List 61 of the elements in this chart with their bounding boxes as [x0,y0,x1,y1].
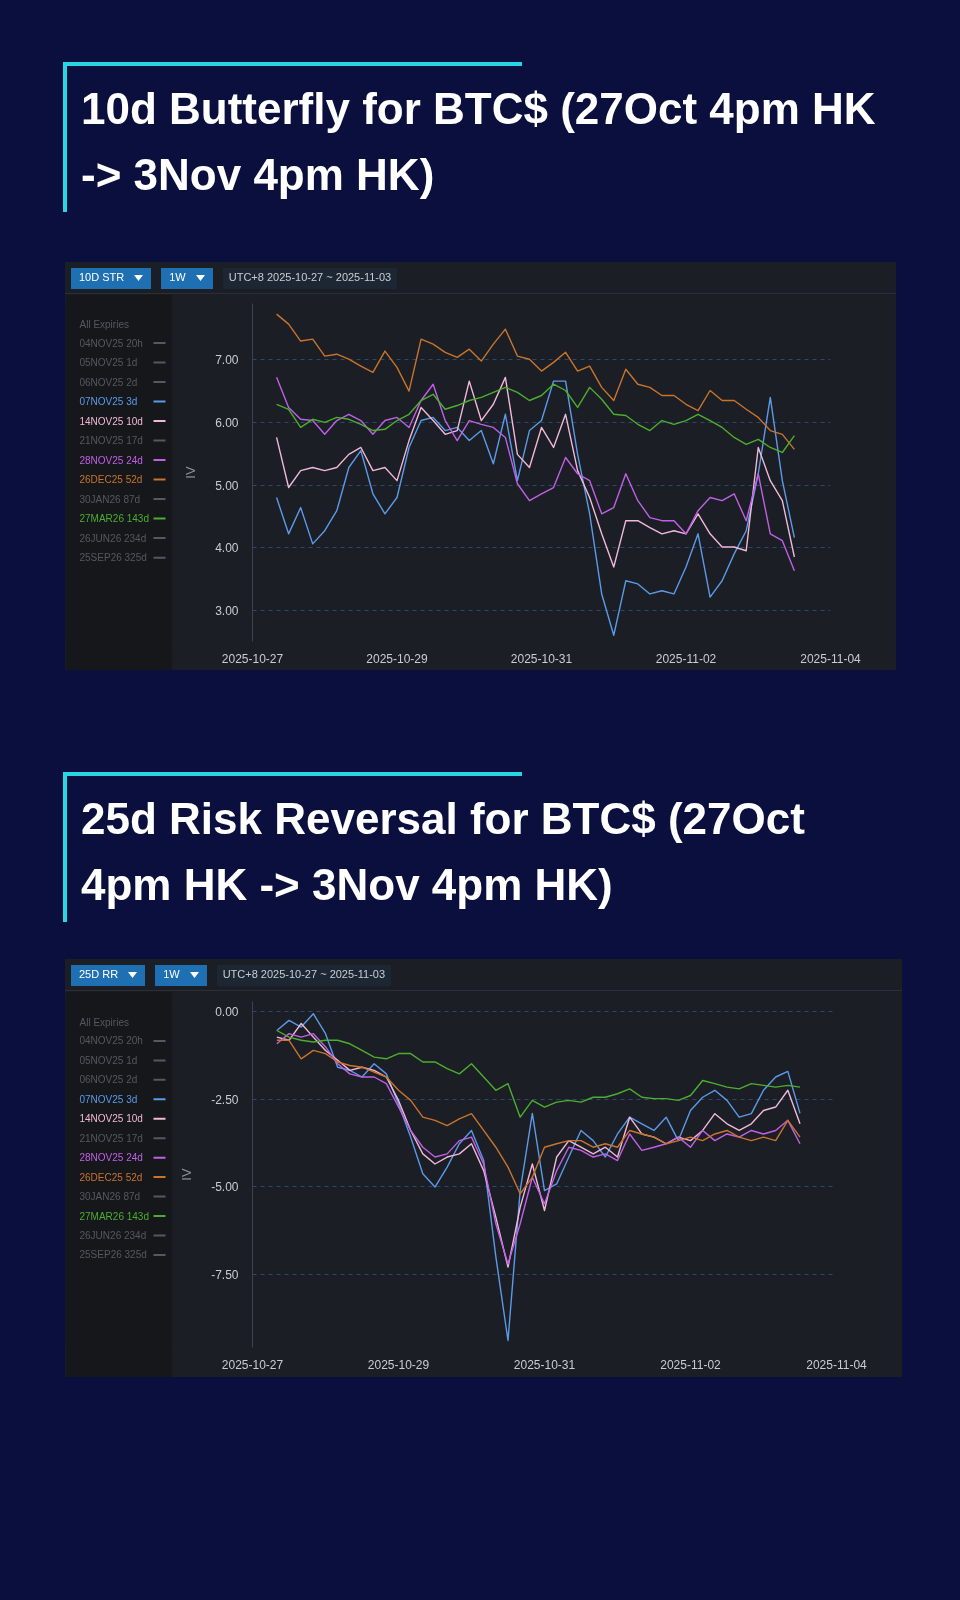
chart-title: 25d Risk Reversal for BTC$ (27Oct 4pm HK -> 3Nov 4pm HK) [81,793,806,911]
legend-label: 06NOV25 2d [79,1074,138,1086]
x-tick-label: 2025-10-31 [513,1357,576,1372]
legend-label: 28NOV25 24d [79,454,143,466]
legend-label: 14NOV25 10d [79,415,143,427]
text: All Expiries [79,1016,129,1028]
line-series [276,1039,801,1195]
legend-label: 07NOV25 3d [79,396,138,408]
legend-label: 26DEC25 52d [79,474,143,486]
legend-label: 04NOV25 20h [79,1035,143,1047]
legend-label: 05NOV25 1d [79,357,138,369]
x-tick-label: 2025-10-29 [367,1357,430,1372]
legend-label: 04NOV25 20h [79,337,143,349]
legend-label: 21NOV25 17d [79,435,143,447]
text: 1W [155,964,207,986]
text: UTC+8 2025-10-27 ~ 2025-11-03 [222,267,398,289]
legend-label: 21NOV25 17d [79,1132,143,1144]
legend-label: 06NOV25 2d [79,376,138,388]
y-axis-title: IV [179,1168,195,1181]
x-tick-label: 2025-11-02 [655,651,717,666]
text: All Expiries [79,318,129,330]
x-tick-label: 2025-10-27 [221,1357,284,1372]
x-tick-label: 2025-11-02 [660,1357,722,1372]
legend-label: 26JUN26 234d [79,1229,147,1241]
x-tick-label: 2025-10-27 [221,651,284,666]
line-series [275,383,796,454]
text: 1W [161,267,213,289]
y-axis-title: IV [183,466,199,479]
y-tick-label: 4.00 [215,541,239,556]
x-tick-label: 2025-10-29 [366,651,429,666]
legend-label: 14NOV25 10d [79,1113,143,1125]
legend-label: 25SEP26 325d [79,1249,147,1261]
legend-label: 25SEP26 325d [79,552,147,564]
x-tick-label: 2025-11-04 [800,651,862,666]
legend-label: 27MAR26 143d [79,1210,149,1222]
legend-label: 26DEC25 52d [79,1171,143,1183]
y-tick-label: -2.50 [211,1092,239,1107]
text: UTC+8 2025-10-27 ~ 2025-11-03 [216,964,392,986]
y-tick-label: 6.00 [215,415,239,430]
y-tick-label: 0.00 [215,1005,239,1020]
x-tick-label: 2025-11-04 [806,1357,868,1372]
y-tick-label: 5.00 [215,478,239,493]
legend-label: 05NOV25 1d [79,1054,138,1066]
legend-label: 30JAN26 87d [79,493,141,505]
y-tick-label: 3.00 [215,603,239,618]
y-tick-label: -5.00 [211,1180,239,1195]
legend-label: 28NOV25 24d [79,1152,143,1164]
text: 25D RR [71,964,146,986]
legend-label: 30JAN26 87d [79,1191,141,1203]
x-tick-label: 2025-10-31 [510,651,573,666]
y-tick-label: 7.00 [215,353,239,368]
chart-title: 10d Butterfly for BTC$ (27Oct 4pm HK -> 3Nov 4pm HK) [81,83,877,201]
line-series [276,1013,801,1342]
legend-label: 27MAR26 143d [79,513,149,525]
text: 10D STR [71,267,152,289]
line-series [275,380,796,636]
line-series [276,1029,801,1118]
legend-label: 07NOV25 3d [79,1093,138,1105]
legend-label: 26JUN26 234d [79,532,147,544]
line-series [275,313,796,451]
y-tick-label: -7.50 [211,1267,239,1282]
